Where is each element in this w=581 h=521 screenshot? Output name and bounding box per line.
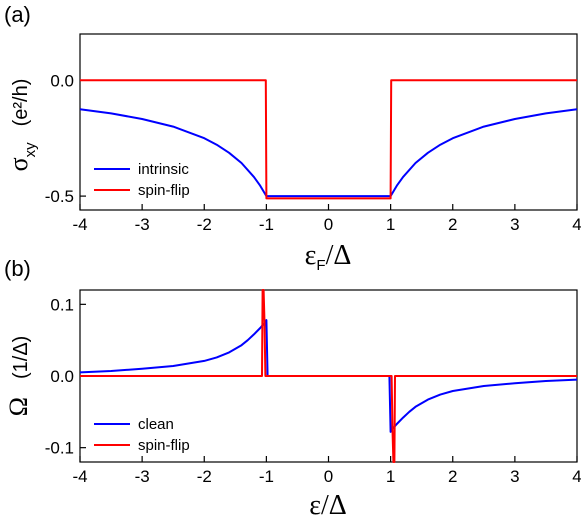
panel-a-xtick-label: -3 (135, 215, 150, 234)
panel-b-ytick-label: 0.0 (50, 367, 74, 386)
panel-a-ytick-label: 0.0 (50, 71, 74, 90)
panel-b-series-spin-flip (80, 289, 577, 463)
panel-a-legend: intrinsic spin-flip (94, 161, 190, 199)
panel-a-label: (a) (4, 2, 31, 27)
panel-a-ylabel: σxy (e²/h) (4, 79, 39, 172)
panel-b-xtick-label: 4 (572, 467, 581, 486)
panel-a-ylabel-unit: (e²/h) (10, 79, 32, 127)
svg-text:σxy(e²/h): σxy (e²/h) (4, 79, 39, 172)
panel-b-ylabel-unit: (1/Δ) (10, 336, 32, 379)
legend-intrinsic-label: intrinsic (138, 161, 189, 178)
panel-a-xlabel-sub: F (316, 257, 325, 274)
panel-b-ytick-label: -0.1 (45, 439, 74, 458)
legend-clean-label: clean (138, 416, 174, 433)
panel-a-xlabel-main: ε (305, 240, 317, 271)
panel-b-xticks: -4 -3 -2 -1 0 1 2 3 4 (72, 456, 581, 486)
panel-a-xtick-label: 4 (572, 215, 581, 234)
panel-b-xtick-label: 2 (448, 467, 457, 486)
panel-b: (b) 0.1 0.0 -0.1 -4 -3 -2 -1 0 1 2 3 4 clean spin-… (4, 256, 581, 521)
panel-a-series-spin-flip (80, 79, 577, 200)
panel-a-xtick-label: 1 (386, 215, 395, 234)
panel-b-xtick-label: -1 (259, 467, 274, 486)
panel-b-ylabel: Ω (1/Δ) (4, 336, 33, 417)
legend-spin-flip-label-a: spin-flip (138, 182, 190, 199)
panel-a-xtick-label: 0 (324, 215, 333, 234)
panel-b-ytick-label: 0.1 (50, 295, 74, 314)
panel-b-xtick-label: -2 (197, 467, 212, 486)
panel-a-xtick-label: -1 (259, 215, 274, 234)
panel-b-xtick-label: 1 (386, 467, 395, 486)
panel-a-xtick-label: -2 (197, 215, 212, 234)
panel-a-ylabel-main: σ (4, 157, 33, 171)
panel-b-xtick-label: -3 (135, 467, 150, 486)
panel-a-xlabel-tail: /Δ (326, 240, 352, 271)
panel-b-series (79, 289, 578, 463)
panel-a: (a) 0.0 -0.5 -4 -3 -2 -1 0 1 2 3 4 intrinsic spin… (4, 2, 581, 274)
panel-b-legend: clean spin-flip (94, 416, 190, 454)
panel-b-label: (b) (4, 256, 31, 281)
panel-a-yticks: 0.0 -0.5 (45, 71, 86, 206)
panel-b-xtick-label: -4 (72, 467, 87, 486)
panel-a-xticks: -4 -3 -2 -1 0 1 2 3 4 (72, 204, 581, 234)
panel-a-ylabel-sub: xy (22, 142, 39, 158)
panel-b-ylabel-main: Ω (4, 397, 33, 416)
panel-a-series-intrinsic (79, 108, 578, 198)
panel-a-xlabel: εF/Δ (305, 240, 352, 274)
legend-spin-flip-label-b: spin-flip (138, 437, 190, 454)
panel-a-xtick-label: 3 (510, 215, 519, 234)
panel-a-xtick-label: -4 (72, 215, 87, 234)
panel-a-series (79, 79, 578, 200)
panel-a-ytick-label: -0.5 (45, 187, 74, 206)
svg-text:Ω(1/Δ): Ω (1/Δ) (4, 336, 33, 417)
panel-b-xtick-label: 0 (324, 467, 333, 486)
panel-a-xtick-label: 2 (448, 215, 457, 234)
panel-b-xlabel: ε/Δ (309, 490, 347, 521)
panel-b-xtick-label: 3 (510, 467, 519, 486)
